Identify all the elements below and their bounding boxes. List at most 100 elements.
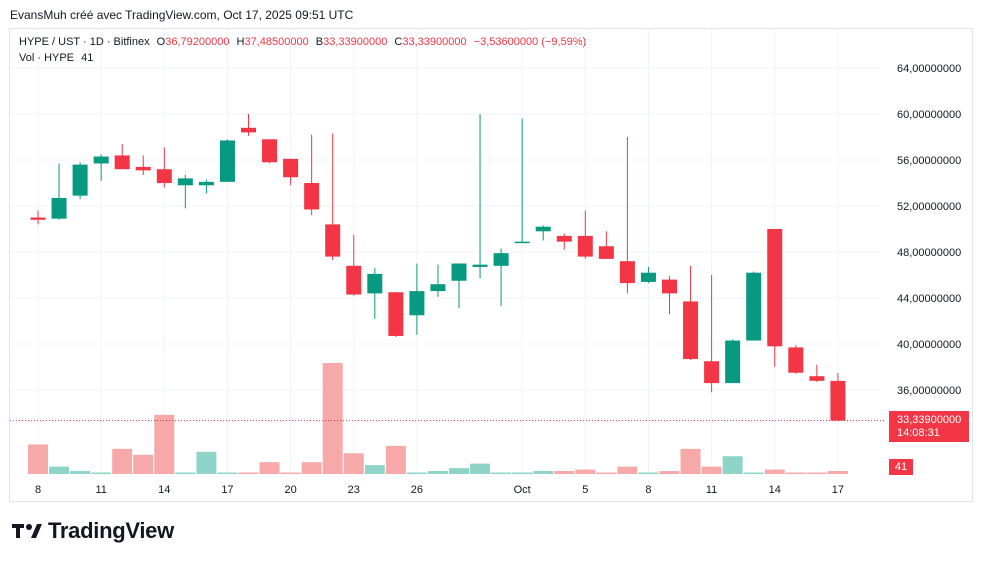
volume-bar: [238, 472, 259, 474]
candle: [767, 229, 783, 367]
candle: [830, 372, 846, 421]
candle-body: [683, 301, 699, 359]
candle: [788, 345, 804, 374]
chart-frame: [9, 28, 973, 502]
x-tick-label: 17: [832, 484, 844, 496]
candle: [241, 114, 256, 136]
candle-body: [662, 279, 677, 294]
y-tick-label: 64,00000000: [897, 63, 961, 75]
volume-bar: [427, 471, 448, 474]
candle: [535, 225, 551, 241]
ohlc-legend: HYPE / UST · 1D · Bitfinex O36,79200000 …: [19, 36, 586, 48]
volume-bar: [764, 469, 785, 474]
chart-grid: [10, 29, 880, 474]
volume-bar: [554, 471, 575, 474]
candle-body: [388, 292, 404, 336]
candle: [704, 275, 720, 393]
volume-bar: [449, 468, 469, 474]
candle-body: [51, 197, 67, 219]
candle: [640, 266, 656, 284]
volume-bars: [28, 363, 848, 474]
candle-body: [619, 261, 635, 284]
volume-bar: [533, 471, 554, 474]
candle-body: [409, 291, 425, 316]
volume-bar: [175, 472, 196, 474]
candle-body: [514, 241, 530, 244]
volume-bar: [743, 472, 764, 474]
candle-body: [93, 156, 109, 164]
candle: [662, 276, 677, 315]
legend-change: −3,53600000 (−9,59%): [473, 36, 587, 48]
candle: [346, 234, 362, 296]
tradingview-logo-text: TradingView: [48, 518, 174, 543]
volume-bar: [49, 466, 70, 474]
candle: [388, 292, 404, 338]
volume-bar: [70, 471, 91, 474]
volume-legend: Vol · HYPE 41: [19, 52, 93, 64]
volume-bar: [112, 448, 133, 474]
time-axis: 8 11 14 17 20 23 26 Oct 5 8 11 14 17: [35, 484, 844, 496]
y-tick-label: 48,00000000: [897, 247, 961, 259]
candle-body: [156, 169, 172, 183]
x-tick-label: Oct: [514, 484, 531, 496]
legend-open-label: O: [156, 36, 166, 48]
candle: [325, 133, 341, 261]
candle: [135, 155, 151, 175]
volume-bar: [259, 462, 280, 474]
volume-bar: [385, 445, 406, 474]
candle: [493, 248, 509, 307]
tradingview-logo[interactable]: TradingView: [12, 518, 174, 544]
current-price-value: 33,33900000: [897, 414, 962, 426]
candle-body: [493, 253, 509, 266]
candle-body: [283, 158, 299, 178]
candle-body: [809, 376, 825, 381]
x-tick-label: 11: [95, 484, 106, 496]
candle: [725, 339, 741, 384]
candle-body: [577, 235, 593, 257]
volume-bar: [638, 472, 659, 474]
candle: [262, 139, 278, 164]
volume-bar: [364, 465, 385, 474]
candle-body: [198, 181, 214, 186]
x-tick-label: 5: [582, 484, 588, 496]
candle: [598, 231, 614, 259]
candle-body: [535, 226, 551, 232]
volume-bar: [217, 472, 238, 474]
candle-body: [746, 272, 762, 341]
candle-body: [472, 264, 488, 267]
candle-body: [725, 340, 741, 384]
volume-bar: [827, 471, 848, 474]
candle-body: [704, 361, 720, 384]
volume-bar: [406, 472, 427, 474]
volume-bar: [196, 451, 217, 474]
candle-body: [114, 155, 130, 170]
candle: [219, 139, 235, 182]
candle: [156, 147, 172, 188]
candle-body: [451, 263, 467, 281]
volume-bar: [701, 466, 722, 474]
legend-high-label: H: [236, 36, 245, 48]
candle-body: [262, 139, 278, 163]
candle-body: [30, 217, 46, 220]
x-tick-label: 26: [411, 484, 423, 496]
candle: [809, 364, 825, 382]
candle: [72, 162, 88, 200]
candles: [30, 114, 846, 421]
candle-body: [135, 166, 151, 171]
x-tick-label: 11: [706, 484, 717, 496]
volume-bar: [322, 363, 343, 474]
candle-body: [598, 246, 614, 259]
legend-high-value: 37,48500000: [244, 36, 309, 48]
candle: [304, 134, 320, 216]
volume-bar: [28, 444, 48, 474]
legend-open-value: 36,79200000: [165, 36, 230, 48]
candle: [409, 263, 425, 335]
candle: [51, 163, 67, 220]
volume-bar: [806, 472, 827, 474]
candle-body: [430, 284, 446, 292]
y-tick-label: 40,00000000: [897, 339, 961, 351]
volume-bar: [680, 448, 701, 474]
volume-bar: [343, 453, 364, 474]
price-axis: 36,00000000 40,00000000 44,00000000 48,0000…: [897, 63, 961, 397]
